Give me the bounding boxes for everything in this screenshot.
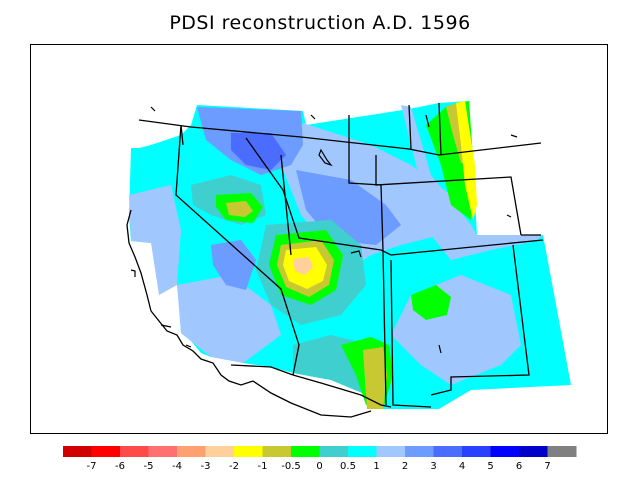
pdsi-zone-olive-west [226, 201, 253, 217]
legend-swatch [120, 446, 149, 457]
legend-tick-label: -6 [115, 461, 125, 472]
legend-tick-label: -7 [87, 461, 97, 472]
pdsi-zone-light-blue-east [401, 105, 543, 260]
pdsi-zone-light-blue-southwest [177, 275, 281, 363]
legend-swatch [319, 446, 349, 457]
legend-swatch [234, 446, 263, 457]
legend-tick-label: -1 [258, 461, 268, 472]
legend-swatch [262, 446, 292, 457]
pdsi-zone-green-southeast [411, 285, 451, 320]
legend-tick-label: 7 [544, 461, 550, 472]
legend-tick-label: 1 [373, 461, 379, 472]
legend-tick-label: -0.5 [281, 461, 301, 472]
pdsi-zone-yellow-northeast [456, 101, 477, 220]
legend-tick-label: -3 [201, 461, 211, 472]
legend-tick-label: 6 [516, 461, 522, 472]
legend-tick-label: -2 [229, 461, 239, 472]
legend-swatch [205, 446, 235, 457]
legend-tick-label: 3 [430, 461, 436, 472]
legend-tick-label: 0 [316, 461, 322, 472]
legend-swatch [376, 446, 406, 457]
legend-tick-label: 2 [402, 461, 408, 472]
legend-tick-label: 0.5 [340, 461, 356, 472]
legend-swatch [462, 446, 491, 457]
legend-tick-label: -5 [144, 461, 154, 472]
legend-tick-label: 4 [459, 461, 465, 472]
legend-swatch [348, 446, 377, 457]
legend-tick-label: 5 [487, 461, 493, 472]
legend-swatch [547, 446, 577, 457]
pdsi-zone-peach-center [293, 257, 313, 275]
legend-swatch [490, 446, 520, 457]
state-borders [138, 102, 544, 408]
coastline-south [252, 380, 372, 418]
legend-swatch [433, 446, 463, 457]
legend-swatch [91, 446, 121, 457]
legend-swatch [148, 446, 178, 457]
pdsi-map [126, 101, 571, 418]
legend-swatch [519, 446, 548, 457]
pdsi-zone-olive-south [363, 347, 387, 409]
legend-swatch [291, 446, 320, 457]
pdsi-zone-mid-blue-west [211, 240, 256, 290]
lakes [130, 106, 518, 354]
pdsi-zone-blue-north [231, 133, 286, 170]
coastline [126, 209, 254, 386]
legend-swatch [63, 446, 92, 457]
map-title: PDSI reconstruction A.D. 1596 [169, 12, 471, 34]
legend-swatch [405, 446, 434, 457]
legend-tick-label: -4 [172, 461, 182, 472]
map-frame [30, 44, 608, 434]
pdsi-zone-light-blue-west [129, 185, 181, 295]
legend-swatch [177, 446, 206, 457]
